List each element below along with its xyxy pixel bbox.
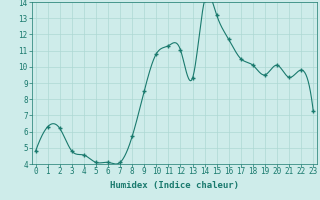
X-axis label: Humidex (Indice chaleur): Humidex (Indice chaleur) (110, 181, 239, 190)
